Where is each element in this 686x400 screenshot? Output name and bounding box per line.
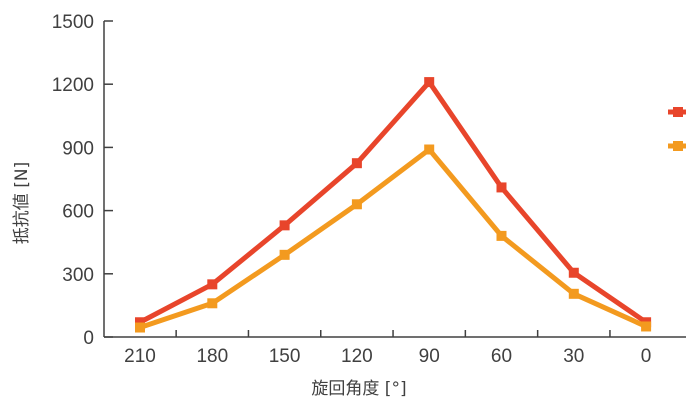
data-point xyxy=(279,249,290,260)
x-axis-ticks: 210 180 150 120 90 60 30 0 xyxy=(124,330,651,367)
x-tick-label: 210 xyxy=(124,346,156,367)
legend-marker-2 xyxy=(673,141,683,151)
data-point xyxy=(207,279,218,290)
series-line-2 xyxy=(139,147,648,330)
chart-series xyxy=(135,77,652,333)
x-axis-title: 旋回角度 [°] xyxy=(311,379,406,399)
y-tick-label: 600 xyxy=(62,202,94,223)
data-point xyxy=(496,230,507,241)
x-tick-label: 120 xyxy=(341,346,373,367)
x-tick-label: 60 xyxy=(491,346,512,367)
data-point xyxy=(568,288,579,299)
y-tick-label: 1200 xyxy=(52,75,94,96)
data-point xyxy=(424,77,435,88)
data-point xyxy=(351,158,362,169)
data-point xyxy=(279,220,290,231)
data-point xyxy=(135,322,145,333)
x-tick-label: 0 xyxy=(641,346,652,367)
y-axis-ticks: 0 300 600 900 1200 1500 xyxy=(52,12,113,349)
chart-axes xyxy=(103,21,686,338)
y-tick-label: 300 xyxy=(62,265,94,286)
y-tick-label: 0 xyxy=(83,328,94,349)
chart-legend xyxy=(668,107,686,151)
data-point xyxy=(496,182,507,193)
data-point xyxy=(424,144,435,155)
y-axis-title: 抵抗値 [N] xyxy=(12,162,32,244)
data-point xyxy=(641,321,652,332)
x-tick-label: 30 xyxy=(563,346,584,367)
x-tick-label: 90 xyxy=(419,346,440,367)
data-point xyxy=(568,267,579,278)
x-tick-label: 180 xyxy=(196,346,228,367)
series-line-1 xyxy=(138,79,648,325)
x-tick-label: 150 xyxy=(269,346,301,367)
data-point xyxy=(207,298,218,309)
y-tick-label: 900 xyxy=(62,138,94,159)
data-point xyxy=(351,199,362,210)
legend-marker-1 xyxy=(673,107,683,117)
data-point xyxy=(135,317,145,328)
y-tick-label: 1500 xyxy=(52,12,94,33)
